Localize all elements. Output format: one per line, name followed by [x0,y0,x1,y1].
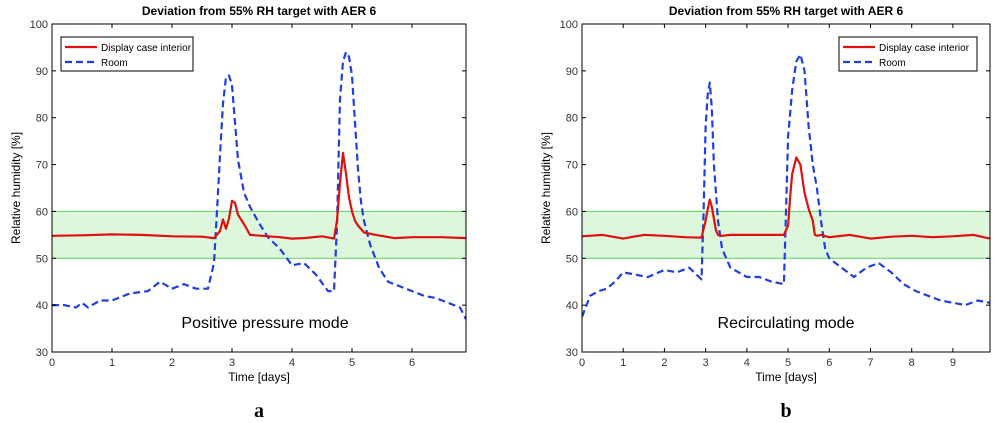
chart-panel-a: 0 1 2 3 4 5 6 30 40 50 60 70 80 90 100 Deviation from 5… [9,4,467,422]
legend-box [838,36,978,72]
mode-annotation: Positive pressure mode [181,315,348,332]
legend-box [60,36,194,72]
panel-label: a [254,400,264,422]
mode-annotation: Recirculating mode [718,315,855,332]
y-tick-label: 30 [36,347,48,359]
y-tick-label: 100 [560,19,578,31]
axes-frame [581,23,991,353]
x-tick-label: 5 [349,357,355,369]
y-tick-label: 90 [566,66,578,78]
y-tick-label: 90 [36,66,48,78]
x-axis-label: Time [days] [755,370,817,384]
x-tick-label: 1 [109,357,115,369]
y-tick-label: 80 [36,113,48,125]
x-tick-label: 3 [703,357,709,369]
x-tick-label: 5 [785,357,791,369]
legend-label: Room [879,58,906,69]
y-tick-label: 60 [566,206,578,218]
x-tick-label: 7 [867,357,873,369]
x-tick-label: 1 [620,357,626,369]
series-line-display-case-interior [52,151,466,240]
y-tick-label: 100 [30,19,48,31]
plot-area [52,24,466,352]
series-line-room [582,53,990,318]
panel-label: b [780,400,791,422]
legend-label: Display case interior [879,43,970,54]
x-tick-label: 4 [744,357,750,369]
axes-frame [51,23,467,353]
y-tick-label: 50 [36,253,48,265]
x-axis-label: Time [days] [228,370,290,384]
x-tick-label: 2 [661,357,667,369]
chart-panel-b: 0 1 2 3 4 5 6 7 8 9 30 40 50 60 70 80 90 100 Deviation fro… [539,4,991,422]
y-tick-label: 60 [36,206,48,218]
y-axis-label: Relative humidity [%] [9,132,23,244]
y-tick-label: 40 [36,300,48,312]
y-tick-label: 40 [566,300,578,312]
legend: Display case interior Room [60,36,194,72]
x-tick-label: 4 [289,357,295,369]
x-tick-label: 0 [49,357,55,369]
chart-title: Deviation from 55% RH target with AER 6 [142,4,377,18]
y-tick-label: 30 [566,347,578,359]
legend-label: Display case interior [101,43,192,54]
chart-title: Deviation from 55% RH target with AER 6 [669,4,904,18]
legend-label: Room [101,58,128,69]
y-axis-label: Relative humidity [%] [539,132,553,244]
x-tick-label: 2 [169,357,175,369]
legend: Display case interior Room [838,36,978,72]
series-line-display-case-interior [582,156,990,240]
x-tick-label: 9 [950,357,956,369]
y-tick-label: 50 [566,253,578,265]
y-tick-label: 70 [566,160,578,172]
x-tick-label: 8 [909,357,915,369]
y-tick-label: 70 [36,160,48,172]
x-tick-label: 6 [826,357,832,369]
x-tick-label: 3 [229,357,235,369]
x-tick-label: 6 [409,357,415,369]
x-tick-label: 0 [579,357,585,369]
y-tick-label: 80 [566,113,578,125]
